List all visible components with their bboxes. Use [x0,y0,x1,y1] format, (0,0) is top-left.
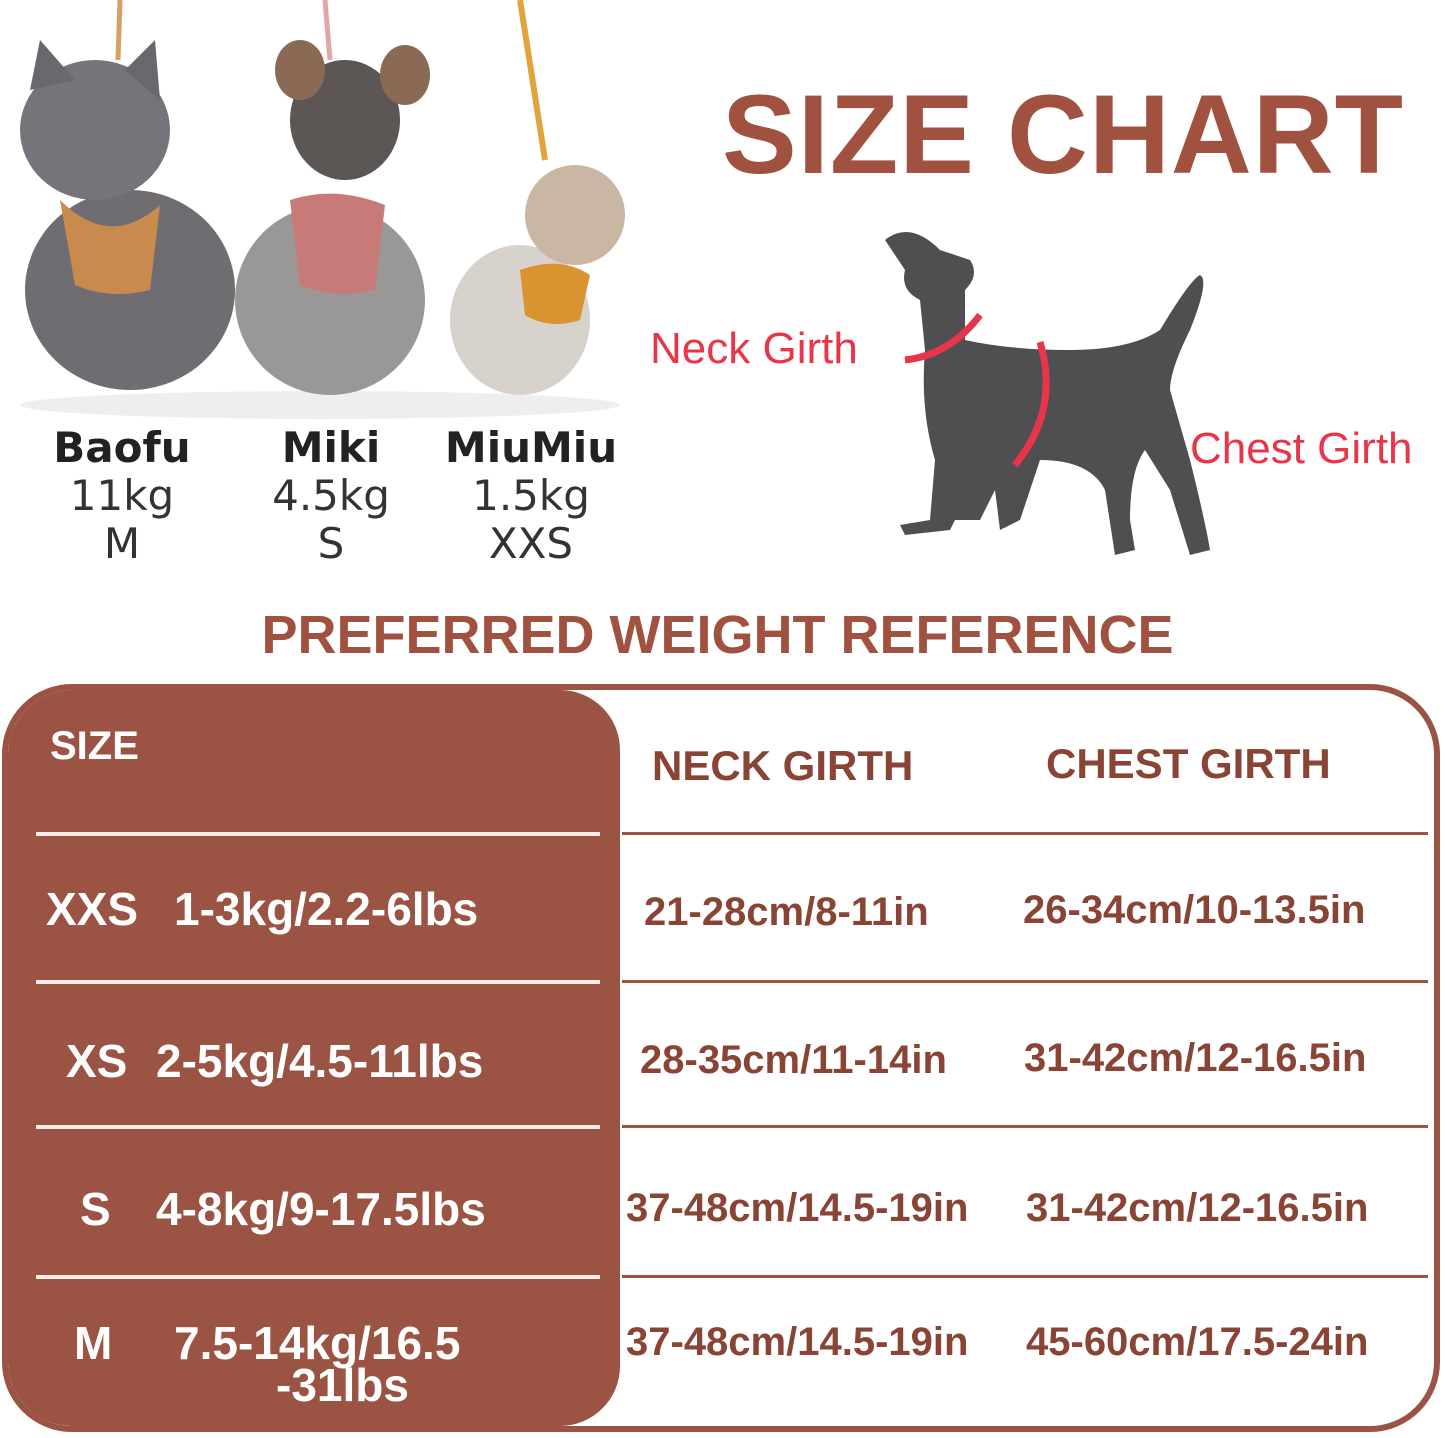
divider [36,980,600,984]
leash [517,0,548,161]
divider [622,980,1428,983]
page-title: SIZE CHART [722,72,1404,197]
row-chest: 31-42cm/12-16.5in [1026,1186,1369,1230]
row-size: S [80,1183,111,1235]
divider [36,1275,600,1279]
row-weight-cont: -31lbs [276,1359,409,1411]
leash [322,0,333,61]
dog-caption-baofu: Baofu 11kg M [22,424,222,568]
row-neck: 21-28cm/8-11in [644,890,929,934]
row-chest: 26-34cm/10-13.5in [1023,888,1366,932]
header-chest-girth: CHEST GIRTH [1046,740,1331,787]
row-neck: 37-48cm/14.5-19in [626,1186,969,1230]
row-size: XS [66,1035,128,1087]
dog-caption-miumiu: MiuMiu 1.5kg XXS [431,424,631,568]
row-neck: 28-35cm/11-14in [640,1038,947,1082]
row-weight: 4-8kg/9-17.5lbs [156,1183,486,1235]
dogs-photo [20,0,625,419]
dog-caption-miki: Miki 4.5kg S [231,424,431,568]
dog-miki [235,40,430,395]
size-column-panel [8,690,620,1426]
row-weight: 1-3kg/2.2-6lbs [174,883,479,935]
chest-girth-line [1012,341,1050,468]
dog-weight: 1.5kg [472,471,590,520]
dog-silhouette-icon [885,232,1210,555]
row-weight: 2-5kg/4.5-11lbs [156,1035,484,1087]
divider [622,832,1428,835]
row-weight: 7.5-14kg/16.5 [174,1317,461,1369]
section-heading: PREFERRED WEIGHT REFERENCE [261,605,1174,665]
row-chest: 45-60cm/17.5-24in [1026,1320,1369,1364]
chest-girth-label: Chest Girth [1190,424,1413,473]
dog-baofu [20,40,235,390]
dog-weight: 4.5kg [272,471,390,520]
divider [622,1125,1428,1128]
divider [622,1275,1428,1278]
dog-name: Baofu [53,423,191,472]
row-chest: 31-42cm/12-16.5in [1024,1036,1367,1080]
header-size: SIZE [50,724,139,768]
dog-size: XXS [488,519,574,568]
dog-miumiu [450,165,625,395]
dog-size: M [103,519,141,568]
row-size: XXS [46,883,139,935]
leash [115,0,123,61]
dog-size: S [317,519,345,568]
dog-name: Miki [281,423,381,472]
header-neck-girth: NECK GIRTH [652,742,914,789]
size-table: SIZE NECK GIRTH CHEST GIRTH XXS 1-3kg/2.… [2,684,1440,1432]
dog-name: MiuMiu [444,423,618,472]
divider [36,1125,600,1129]
neck-girth-line [904,312,983,364]
row-neck: 37-48cm/14.5-19in [626,1320,969,1364]
neck-girth-label: Neck Girth [650,324,858,373]
row-size: M [74,1317,113,1369]
dog-weight: 11kg [69,471,175,520]
divider [36,832,600,836]
